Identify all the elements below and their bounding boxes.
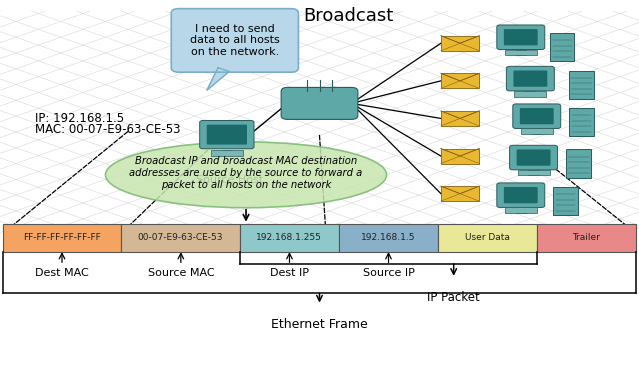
Bar <box>505 50 537 55</box>
Bar <box>518 170 550 176</box>
Text: I need to send
data to all hosts
on the network.: I need to send data to all hosts on the … <box>190 24 280 57</box>
Bar <box>3 224 121 252</box>
Text: User Data: User Data <box>465 233 510 242</box>
FancyBboxPatch shape <box>281 88 358 120</box>
FancyBboxPatch shape <box>207 124 247 144</box>
Text: Trailer: Trailer <box>573 233 600 242</box>
Bar <box>569 108 594 136</box>
Bar <box>441 149 479 164</box>
Bar <box>441 73 479 88</box>
Bar <box>525 91 535 96</box>
FancyBboxPatch shape <box>504 187 538 203</box>
Bar <box>441 111 479 126</box>
Text: IP Packet: IP Packet <box>427 291 480 304</box>
FancyBboxPatch shape <box>497 183 544 208</box>
Bar <box>505 208 537 213</box>
Text: 00-07-E9-63-CE-53: 00-07-E9-63-CE-53 <box>138 233 223 242</box>
Text: Source Host: Source Host <box>196 175 264 185</box>
Bar <box>121 224 240 252</box>
Bar <box>532 129 542 134</box>
Bar <box>528 170 539 175</box>
Bar <box>569 71 594 99</box>
Text: Ethernet Frame: Ethernet Frame <box>271 318 368 331</box>
FancyBboxPatch shape <box>520 108 554 124</box>
Bar <box>438 224 537 252</box>
Bar <box>240 224 339 252</box>
Text: Broadcast: Broadcast <box>303 7 394 25</box>
Polygon shape <box>207 68 229 90</box>
Bar <box>222 150 232 155</box>
Bar <box>566 150 591 178</box>
Text: FF-FF-FF-FF-FF-FF: FF-FF-FF-FF-FF-FF <box>24 233 101 242</box>
Bar <box>521 129 553 134</box>
Text: 192.168.1.5: 192.168.1.5 <box>361 233 415 242</box>
Text: Dest MAC: Dest MAC <box>35 268 89 277</box>
Text: Dest IP: Dest IP <box>270 268 309 277</box>
Text: IP: 192.168.1.5: IP: 192.168.1.5 <box>35 112 124 125</box>
FancyBboxPatch shape <box>510 145 557 170</box>
FancyBboxPatch shape <box>504 29 538 45</box>
Bar <box>441 36 479 51</box>
Bar <box>537 224 636 252</box>
FancyBboxPatch shape <box>497 25 544 50</box>
Bar <box>553 187 578 215</box>
Text: 192.168.1.255: 192.168.1.255 <box>256 233 322 242</box>
FancyBboxPatch shape <box>514 70 547 87</box>
Text: Source MAC: Source MAC <box>148 268 214 277</box>
FancyBboxPatch shape <box>506 66 554 91</box>
Text: MAC: 00-07-E9-63-CE-53: MAC: 00-07-E9-63-CE-53 <box>35 123 181 136</box>
Bar <box>516 208 526 213</box>
FancyBboxPatch shape <box>516 149 551 166</box>
FancyBboxPatch shape <box>171 9 298 72</box>
Bar <box>516 50 526 55</box>
Bar <box>339 224 438 252</box>
Ellipse shape <box>105 142 387 208</box>
FancyBboxPatch shape <box>512 104 561 129</box>
Bar <box>550 33 574 61</box>
Text: Source IP: Source IP <box>362 268 415 277</box>
Bar <box>514 91 546 97</box>
Text: Broadcast IP and broadcast MAC destination
addresses are used by the source to f: Broadcast IP and broadcast MAC destinati… <box>129 156 363 190</box>
Bar <box>211 150 243 156</box>
FancyBboxPatch shape <box>199 120 254 149</box>
Bar <box>441 186 479 201</box>
